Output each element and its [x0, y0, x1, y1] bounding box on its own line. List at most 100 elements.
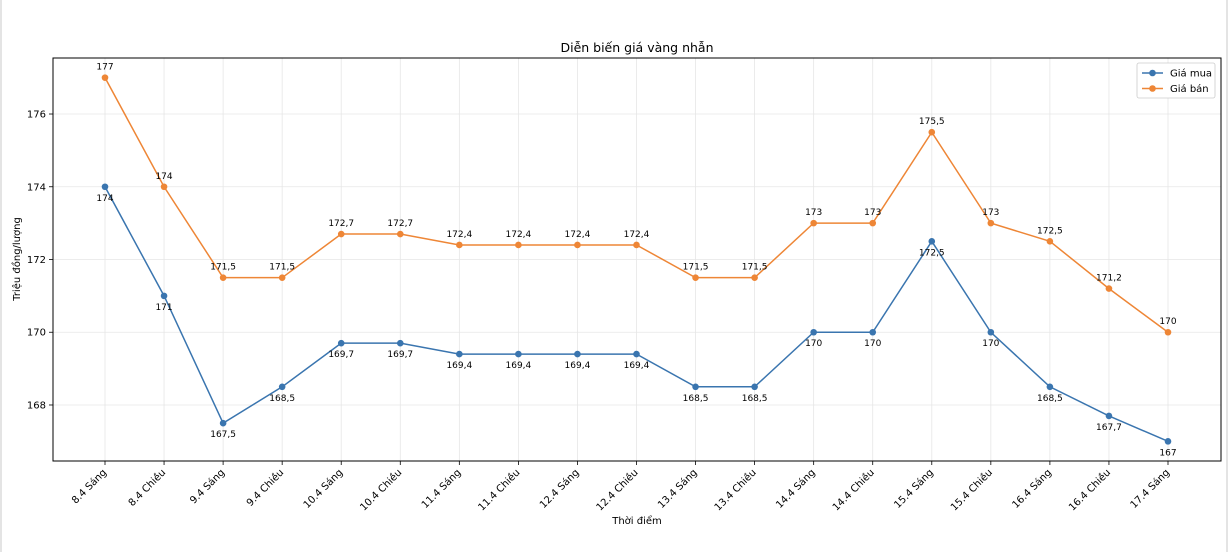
data-label: 171,5: [210, 263, 236, 273]
data-label: 177: [96, 63, 113, 73]
x-tick-label: 12.4 Chiều: [594, 467, 641, 514]
data-label: 169,7: [387, 350, 413, 360]
data-point: [456, 350, 463, 358]
x-tick-label: 9.4 Chiều: [244, 467, 286, 509]
data-label: 172,5: [919, 248, 945, 258]
data-label: 171: [155, 303, 172, 313]
data-label: 167,7: [1096, 423, 1122, 433]
data-point: [1046, 383, 1054, 391]
data-label: 168,5: [1037, 394, 1063, 404]
data-point: [396, 230, 404, 238]
x-axis-label: Thời điểm: [611, 514, 662, 527]
data-point: [928, 128, 936, 136]
data-label: 172,4: [506, 230, 532, 240]
data-label: 174: [96, 194, 113, 204]
legend-label: Giá mua: [1170, 68, 1212, 80]
data-point: [692, 274, 699, 281]
x-tick-label: 11.4 Chiều: [476, 467, 523, 514]
data-label: 171,5: [742, 263, 768, 273]
data-point: [1046, 238, 1054, 245]
data-point: [396, 339, 404, 347]
data-label: 170: [805, 339, 822, 349]
data-point: [101, 183, 109, 191]
y-tick-label: 174: [27, 182, 46, 193]
data-point: [574, 241, 581, 249]
data-label: 170: [864, 339, 881, 349]
y-axis-label: Triệu đồng/lượng: [11, 217, 23, 302]
legend-marker: [1149, 69, 1156, 77]
chart-title: Diễn biến giá vàng nhẫn: [560, 40, 713, 55]
data-point: [574, 350, 581, 358]
data-point: [1164, 328, 1172, 336]
x-tick-label: 16.4 Chiều: [1066, 467, 1113, 514]
data-label: 167: [1159, 448, 1176, 458]
data-point: [810, 328, 817, 336]
data-point: [219, 274, 227, 281]
data-point: [1164, 438, 1172, 445]
data-point: [278, 274, 286, 281]
data-point: [337, 339, 345, 347]
data-point: [1105, 285, 1113, 292]
data-label: 172,7: [328, 219, 354, 229]
data-label: 169,7: [328, 350, 354, 360]
data-point: [219, 419, 227, 427]
data-label: 173: [864, 208, 881, 218]
data-label: 170: [982, 339, 999, 349]
x-tick-label: 10.4 Chiều: [358, 467, 405, 514]
legend-label: Giá bán: [1170, 83, 1209, 95]
data-point: [515, 350, 522, 358]
y-tick-label: 168: [27, 400, 46, 411]
data-point: [810, 219, 817, 227]
y-tick-label: 172: [27, 255, 46, 266]
data-point: [160, 183, 168, 191]
data-point: [633, 241, 640, 249]
data-point: [337, 230, 345, 238]
data-label: 171,2: [1096, 274, 1122, 284]
x-tick-label: 10.4 Sáng: [301, 467, 345, 511]
data-point: [515, 241, 522, 249]
x-tick-label: 14.4 Chiều: [830, 467, 877, 514]
data-label: 167,5: [210, 430, 236, 440]
x-tick-label: 14.4 Sáng: [774, 467, 818, 511]
data-label: 171,5: [683, 263, 709, 273]
x-tick-label: 12.4 Sáng: [537, 467, 581, 511]
data-point: [278, 383, 286, 391]
x-tick-label: 15.4 Sáng: [892, 467, 936, 511]
data-label: 169,4: [565, 361, 591, 371]
x-tick-label: 13.4 Chiều: [712, 467, 759, 514]
x-tick-label: 9.4 Sáng: [187, 467, 227, 507]
data-label: 168,5: [269, 394, 295, 404]
data-label: 172,5: [1037, 226, 1063, 236]
data-point: [928, 238, 936, 245]
data-point: [633, 350, 640, 358]
data-label: 175,5: [919, 117, 945, 127]
data-label: 171,5: [269, 263, 295, 273]
data-label: 170: [1159, 317, 1176, 327]
legend-marker: [1149, 85, 1156, 92]
data-point: [869, 219, 877, 227]
data-point: [456, 241, 463, 249]
x-tick-label: 11.4 Sáng: [419, 467, 463, 511]
data-point: [751, 274, 758, 281]
data-point: [692, 383, 699, 391]
data-label: 172,4: [565, 230, 591, 240]
x-tick-label: 13.4 Sáng: [655, 467, 699, 511]
data-label: 172,4: [446, 230, 472, 240]
legend: Giá mua Giá bán: [1136, 62, 1216, 99]
data-label: 168,5: [742, 394, 768, 404]
data-point: [101, 74, 109, 81]
x-tick-label: 8.4 Chiều: [126, 467, 168, 509]
x-tick-label: 17.4 Sáng: [1128, 467, 1172, 511]
data-label: 172,7: [387, 219, 413, 229]
y-tick-label: 176: [27, 110, 46, 121]
data-label: 169,4: [506, 361, 532, 371]
data-label: 169,4: [446, 361, 472, 371]
data-label: 172,4: [624, 230, 650, 240]
x-tick-label: 16.4 Sáng: [1010, 467, 1054, 511]
data-point: [869, 328, 877, 336]
data-label: 173: [982, 208, 999, 218]
data-point: [987, 219, 995, 227]
data-label: 168,5: [683, 394, 709, 404]
